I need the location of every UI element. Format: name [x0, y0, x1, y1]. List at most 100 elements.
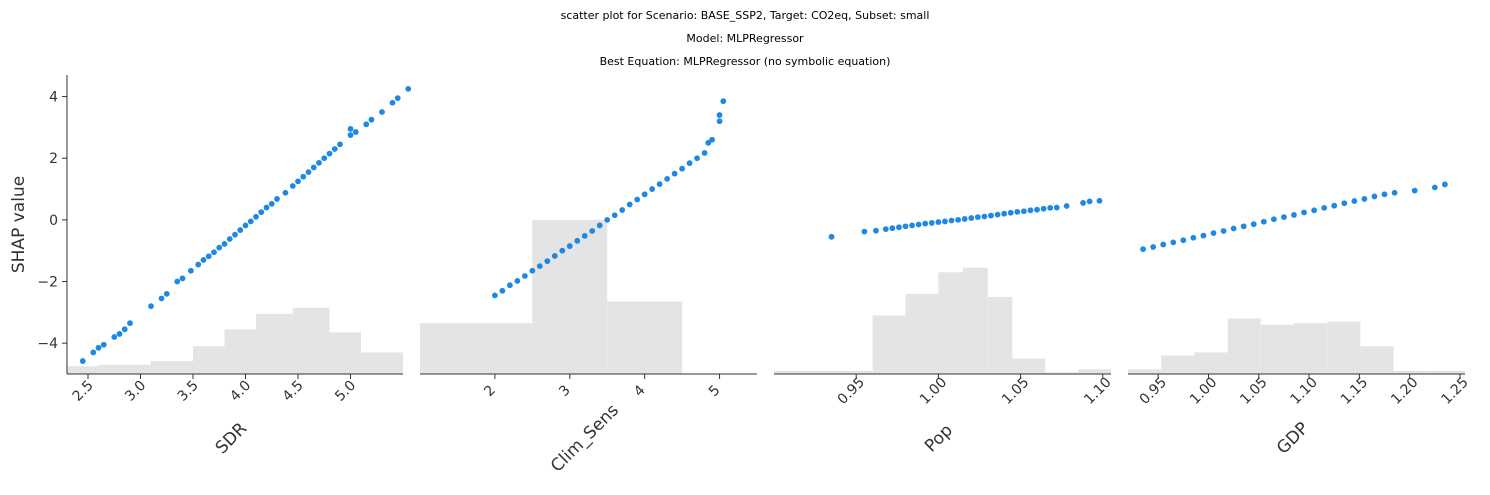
data-point-gdp-12: [1260, 218, 1267, 225]
data-point-sdr-41: [347, 132, 354, 139]
data-point-clim_sens-7: [544, 258, 551, 265]
histogram-bar-sdr-2: [151, 361, 193, 374]
y-tick-label-1: −2: [37, 275, 58, 291]
data-point-clim_sens-26: [686, 160, 693, 167]
data-point-pop-1: [861, 228, 868, 235]
histogram-bar-sdr-3: [193, 346, 225, 374]
histogram-bar-gdp-1: [1161, 355, 1195, 374]
data-point-sdr-44: [363, 121, 370, 128]
data-point-pop-21: [1001, 210, 1008, 217]
data-point-pop-10: [928, 220, 935, 226]
data-point-gdp-10: [1240, 223, 1247, 230]
data-point-sdr-42: [347, 126, 354, 132]
data-point-sdr-25: [253, 213, 259, 220]
histogram-bar-pop-9: [1078, 369, 1111, 374]
data-point-sdr-26: [258, 209, 265, 216]
data-point-pop-17: [974, 214, 981, 221]
histogram-bar-pop-5: [963, 267, 988, 374]
data-point-sdr-20: [226, 236, 233, 242]
y-axis-label: SHAP value: [9, 176, 29, 273]
data-point-clim_sens-11: [574, 237, 581, 244]
data-point-pop-24: [1020, 208, 1027, 215]
data-point-gdp-25: [1391, 189, 1398, 196]
data-point-gdp-2: [1160, 241, 1167, 248]
data-point-sdr-49: [405, 85, 412, 92]
data-point-clim_sens-18: [626, 201, 633, 208]
histogram-bar-gdp-7: [1360, 346, 1394, 374]
data-point-pop-8: [915, 221, 922, 228]
data-point-gdp-6: [1200, 232, 1207, 239]
data-point-gdp-0: [1140, 246, 1146, 253]
data-point-gdp-9: [1230, 225, 1237, 232]
data-point-gdp-1: [1150, 244, 1157, 250]
data-point-clim_sens-12: [581, 233, 588, 239]
data-point-gdp-14: [1281, 214, 1287, 221]
data-point-sdr-18: [216, 244, 223, 251]
x-tick-label-sdr-4: 4.5: [280, 378, 307, 405]
data-point-sdr-12: [179, 275, 186, 282]
data-point-sdr-1: [90, 349, 97, 356]
histogram-bar-pop-2: [872, 315, 906, 374]
histogram-bar-gdp-9: [1426, 370, 1465, 374]
y-tick-label-3: 2: [49, 151, 58, 167]
data-point-clim_sens-14: [596, 222, 603, 229]
x-tick-label-pop-2: 1.05: [999, 374, 1032, 407]
data-point-gdp-20: [1341, 200, 1348, 207]
data-point-sdr-46: [379, 109, 385, 115]
chart-subtitle-model: Model: MLPRegressor: [686, 32, 804, 45]
data-point-pop-0: [828, 233, 835, 240]
data-point-clim_sens-23: [664, 175, 671, 182]
data-point-gdp-18: [1321, 204, 1328, 211]
histogram-bar-gdp-0: [1128, 369, 1162, 374]
data-point-gdp-19: [1331, 202, 1338, 209]
data-point-sdr-38: [326, 150, 333, 157]
data-point-sdr-37: [321, 155, 328, 162]
data-point-pop-27: [1040, 205, 1047, 212]
data-point-sdr-35: [310, 164, 317, 171]
histogram-bar-pop-6: [987, 296, 1013, 374]
data-point-sdr-14: [195, 261, 202, 268]
histogram-bar-pop-3: [905, 293, 939, 374]
histogram-bar-pop-1: [806, 370, 873, 374]
data-point-sdr-39: [331, 146, 338, 152]
data-point-gdp-21: [1351, 198, 1358, 204]
y-tick-label-2: 0: [49, 213, 58, 229]
data-point-clim_sens-4: [521, 273, 528, 279]
data-point-sdr-34: [305, 169, 312, 175]
x-tick-label-gdp-5: 1.20: [1388, 374, 1421, 407]
x-tick-label-sdr-0: 2.5: [70, 378, 97, 405]
x-tick-label-clim_sens-1: 3: [556, 382, 574, 400]
histogram-bar-gdp-6: [1327, 321, 1361, 374]
data-point-pop-6: [902, 223, 909, 230]
histogram-bar-pop-8: [1045, 372, 1079, 374]
histogram-bar-sdr-0: [67, 366, 99, 374]
data-point-sdr-7: [127, 320, 133, 327]
data-point-clim_sens-27: [694, 155, 700, 162]
histogram-bar-gdp-3: [1227, 318, 1261, 374]
data-point-sdr-23: [242, 222, 249, 229]
data-point-gdp-3: [1170, 239, 1177, 246]
data-point-pop-7: [909, 222, 915, 229]
data-point-gdp-15: [1291, 212, 1297, 218]
data-point-sdr-48: [394, 95, 401, 102]
chart-subtitle-equation: Best Equation: MLPRegressor (no symbolic…: [599, 55, 891, 68]
data-point-gdp-17: [1311, 207, 1318, 214]
histogram-bar-clim_sens-2: [532, 219, 608, 374]
data-point-sdr-0: [79, 358, 86, 364]
data-point-clim_sens-24: [671, 170, 678, 177]
data-point-pop-26: [1034, 206, 1040, 213]
data-point-clim_sens-1: [499, 287, 506, 294]
data-point-sdr-6: [121, 326, 128, 333]
data-point-sdr-13: [188, 267, 194, 274]
data-point-pop-16: [968, 215, 975, 221]
histogram-bar-sdr-6: [292, 307, 330, 374]
data-point-sdr-4: [111, 334, 118, 340]
data-point-pop-32: [1086, 198, 1093, 205]
data-point-sdr-10: [163, 290, 170, 297]
data-point-sdr-15: [200, 257, 207, 263]
histogram-bar-sdr-5: [256, 313, 293, 374]
data-point-pop-15: [961, 216, 968, 222]
histogram-bar-sdr-7: [329, 332, 361, 374]
x-tick-label-gdp-1: 1.00: [1187, 374, 1220, 407]
